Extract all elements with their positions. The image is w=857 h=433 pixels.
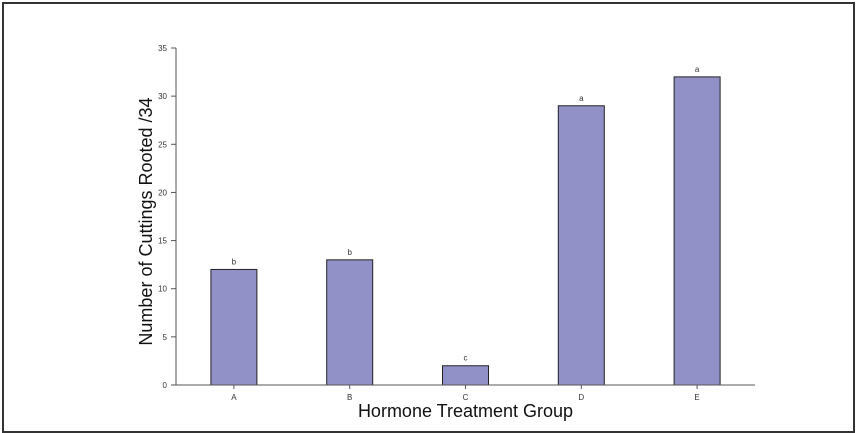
bars-group <box>210 76 721 386</box>
y-tick-label: 35 <box>158 44 167 53</box>
y-tick-label: 20 <box>158 188 167 197</box>
bar-e <box>673 76 721 386</box>
significance-label: a <box>579 94 584 103</box>
x-tick-label: E <box>694 393 699 402</box>
y-tick-label: 25 <box>158 140 167 149</box>
bar-a <box>210 268 258 386</box>
y-tick-label: 10 <box>158 285 167 294</box>
significance-labels: b b c a a <box>232 65 700 363</box>
y-tick-label: 0 <box>163 381 168 390</box>
bar-d <box>557 105 605 386</box>
x-tick-label: A <box>231 393 237 402</box>
y-tick-label: 15 <box>158 237 167 246</box>
x-tick-label: B <box>347 393 352 402</box>
significance-label: c <box>464 354 468 363</box>
significance-label: b <box>347 248 352 257</box>
significance-label: b <box>232 257 237 266</box>
x-axis-title: Hormone Treatment Group <box>358 401 573 421</box>
y-tick-label: 5 <box>163 333 168 342</box>
significance-label: a <box>695 65 700 74</box>
x-tick-label: C <box>463 393 469 402</box>
bar-c <box>442 365 489 386</box>
y-axis-ticks: 0 5 10 15 20 25 30 35 <box>158 44 176 390</box>
bar-b <box>326 259 374 386</box>
x-axis-ticks: A B C D E <box>231 385 700 402</box>
y-axis-title: Number of Cuttings Rooted /34 <box>136 97 156 345</box>
y-tick-label: 30 <box>158 92 167 101</box>
x-tick-label: D <box>578 393 584 402</box>
